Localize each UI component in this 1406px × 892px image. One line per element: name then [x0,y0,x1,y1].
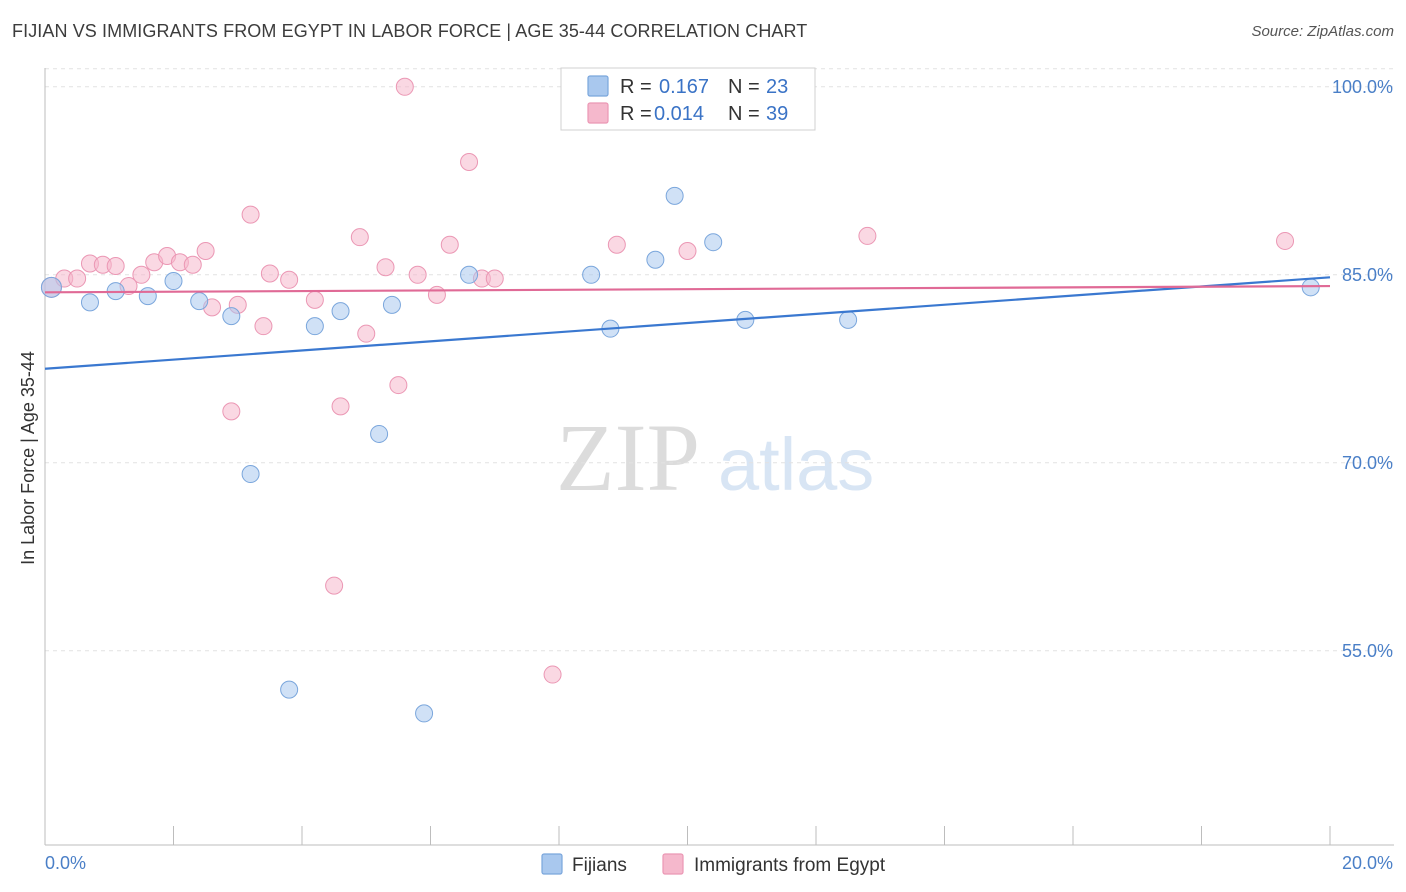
point-egypt [858,226,877,245]
series-legend-label-egypt: Immigrants from Egypt [694,855,886,876]
point-egypt [408,265,427,284]
watermark-zip: ZIP [556,404,700,511]
legend-n-value-egypt: 39 [766,103,788,125]
series-legend-label-fijians: Fijians [572,855,627,876]
legend-n-label-egypt: N = [728,103,760,125]
source-label: Source: ZipAtlas.com [1251,23,1394,40]
point-egypt [280,270,299,289]
point-fijians [582,265,601,284]
x-tick-labels: 0.0% 20.0% [45,853,1393,873]
legend-swatch-egypt [587,102,609,124]
series-legend: Fijians Immigrants from Egypt [541,853,886,876]
point-egypt [196,241,215,260]
legend-r-value-fijians: 0.167 [659,76,709,98]
data-points [40,77,1320,723]
point-egypt [607,235,626,254]
y-tick-label: 70.0% [1342,453,1393,473]
point-egypt [389,376,408,395]
point-egypt [357,324,376,343]
chart-title: FIJIAN VS IMMIGRANTS FROM EGYPT IN LABOR… [12,21,808,41]
legend-r-label-fijians: R = [620,76,652,98]
point-egypt [543,665,562,684]
y-axis-label: In Labor Force | Age 35-44 [18,351,38,565]
point-egypt [460,152,479,171]
point-egypt [331,397,350,416]
point-fijians [80,293,99,312]
trend-line-egypt [44,284,1331,294]
point-fijians [665,186,684,205]
series-legend-swatch-fijians [541,853,563,875]
y-tick-label: 55.0% [1342,641,1393,661]
point-egypt [485,269,504,288]
x-tick-label: 0.0% [45,853,86,873]
point-fijians [370,424,389,443]
point-fijians [704,233,723,252]
point-fijians [222,307,241,326]
point-fijians [460,265,479,284]
point-fijians [1301,278,1320,297]
point-fijians [190,292,209,311]
point-fijians [646,250,665,269]
point-egypt [260,264,279,283]
legend-r-value-egypt: 0.014 [654,103,704,125]
point-egypt [376,258,395,277]
point-fijians [40,276,62,298]
point-fijians [331,302,350,321]
point-egypt [222,402,241,421]
point-egypt [440,235,459,254]
trend-lines [44,276,1331,370]
point-egypt [1276,231,1295,250]
point-fijians [138,287,157,306]
point-egypt [241,205,260,224]
point-egypt [305,290,324,309]
point-egypt [68,269,87,288]
point-fijians [280,680,299,699]
legend-n-value-fijians: 23 [766,76,788,98]
trend-line-fijians [44,276,1331,370]
point-fijians [415,704,434,723]
y-tick-labels: 55.0% 70.0% 85.0% 100.0% [1332,77,1393,661]
point-egypt [678,241,697,260]
legend-r-label-egypt: R = [620,103,652,125]
watermark: ZIP atlas [556,404,874,511]
watermark-atlas: atlas [718,423,874,506]
point-fijians [382,295,401,314]
y-tick-label: 100.0% [1332,77,1393,97]
point-egypt [132,265,151,284]
point-fijians [241,465,260,484]
point-egypt [427,285,446,304]
point-fijians [164,272,183,291]
point-fijians [839,310,858,329]
point-egypt [106,257,125,276]
point-egypt [395,77,414,96]
stats-legend: R = 0.167 N = 23 R = 0.014 N = 39 [560,67,816,131]
y-tick-label: 85.0% [1342,265,1393,285]
x-tick-label: 20.0% [1342,853,1393,873]
point-egypt [325,576,344,595]
legend-n-label-fijians: N = [728,76,760,98]
legend-swatch-fijians [587,75,609,97]
point-fijians [305,317,324,336]
point-egypt [350,228,369,247]
axes [44,68,1394,846]
point-egypt [254,317,273,336]
series-legend-swatch-egypt [662,853,684,875]
grid-lines [45,68,1394,652]
point-egypt [183,255,202,274]
